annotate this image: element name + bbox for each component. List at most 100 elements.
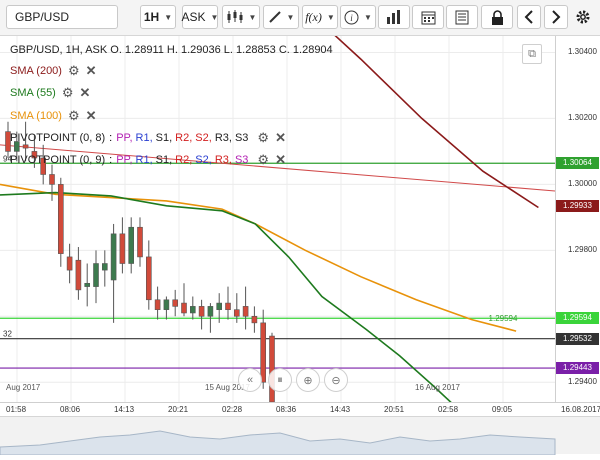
indicator-label: SMA (200) [10,65,62,77]
indicator-sma-55[interactable]: SMA (55) ⚙ ✕ [10,85,90,101]
price-type-caret-icon: ▼ [210,12,219,22]
chart-type-button[interactable]: ▼ [222,5,260,29]
symbol-selector[interactable]: GBP/USD [6,5,118,29]
close-icon[interactable]: ✕ [85,108,97,123]
candle-bearish [146,256,152,301]
x-tick-label: 08:06 [60,405,81,414]
pivot-separator: : [109,132,113,144]
pivot-item: S3 [234,154,249,166]
candle-bearish [181,302,187,314]
date-label: 16 Aug 2017 [415,383,460,392]
draw-tool-button[interactable]: ▼ [263,5,299,29]
candle-bearish [137,226,143,258]
price-tag: 1.29443 [556,362,599,375]
navigator-area [0,430,556,456]
date-label: Aug 2017 [6,383,41,392]
info-button[interactable]: i ▼ [340,5,376,29]
pause-icon: ⏸ [277,373,283,386]
pivot-label: PIVOTPOINT (0, 8) [10,132,106,144]
indicator-sma-200[interactable]: SMA (200) ⚙ ✕ [10,63,97,79]
ohlc-info: GBP/USD, 1H, ASK O. 1.28911 H. 1.29036 L… [10,44,333,56]
pivot-item: S2, [195,132,212,144]
pivot-item: R1, [135,132,153,144]
close-icon[interactable]: ✕ [275,130,286,145]
candle-bearish [234,309,240,317]
list-icon [455,10,469,24]
timeframe-caret-icon: ▼ [164,12,173,22]
level-inline-label: 1.29594 [489,314,518,323]
candle-bearish [260,322,267,383]
pivot-item: R3, [214,154,232,166]
zoom-in-button[interactable]: ⊕ [296,368,320,392]
zoom-in-icon: ⊕ [303,374,313,387]
gear-icon[interactable]: ⚙ [67,63,80,78]
gear-icon[interactable]: ⚙ [61,85,74,100]
close-icon[interactable]: ✕ [275,152,286,167]
close-icon[interactable]: ✕ [79,85,91,100]
candle-bullish [163,299,170,310]
chevron-left-icon [524,10,533,24]
candle-bearish [57,184,64,254]
time-axis[interactable]: 01:58 08:06 14:13 20:21 02:28 08:36 14:43 20:51… [0,402,600,416]
template-button[interactable] [446,5,478,29]
volume-button[interactable] [378,5,410,29]
expand-icon: ⧉ [528,47,536,60]
scroll-left-button[interactable]: « [238,368,262,392]
zoom-out-icon: ⊖ [331,374,341,387]
price-axis[interactable]: 1.304001.302001.300001.298001.296001.294… [555,36,600,402]
candle-bearish [49,174,55,185]
close-icon[interactable]: ✕ [85,63,97,78]
price-tag: 1.29532 [556,332,599,345]
zoom-out-button[interactable]: ⊖ [324,368,348,392]
sma-100-line [0,183,517,332]
chart-plot[interactable]: 94 32 1.29594 Aug 2017 15 Aug 2017 16 Aug 201… [0,36,555,402]
settings-button[interactable] [571,5,595,29]
candle-bearish [119,233,126,264]
price-type-selector[interactable]: ASK ▼ [182,5,218,29]
x-tick-label: 02:28 [222,405,243,414]
y-tick-label: 1.30200 [568,113,597,123]
y-tick-label: 1.29400 [568,377,597,387]
navigator[interactable] [0,416,600,456]
indicators-button[interactable]: f(x) ▼ [302,5,338,29]
symbol-label: GBP/USD [15,10,70,24]
candle-bearish [31,151,38,159]
candle-bullish [110,233,117,281]
next-button[interactable] [544,5,568,29]
indicator-pivot-1[interactable]: PIVOTPOINT (0, 8): PP, R1, S1, R2, S2, R3, S3 ⚙ ✕ [10,130,286,146]
gear-icon[interactable]: ⚙ [67,108,80,123]
prev-button[interactable] [517,5,541,29]
lock-button[interactable] [481,5,513,29]
expand-button[interactable]: ⧉ [522,44,542,64]
x-tick-label: 16.08.2017 [561,405,600,414]
x-tick-label: 09:05 [492,405,513,414]
calendar-icon [421,11,435,24]
x-tick-label: 14:13 [114,405,135,414]
pivot-item: R3, [214,132,232,144]
gear-icon[interactable]: ⚙ [257,130,270,145]
calendar-button[interactable] [412,5,444,29]
indicator-pivot-2[interactable]: PIVOTPOINT (0, 9): PP, R1, S1, R2, S2, R3, S3 ⚙ ✕ [10,152,286,168]
x-tick-label: 02:58 [438,405,459,414]
candle-bullish [216,302,222,310]
level-left-label: 94 [3,154,12,163]
sma-200-line [334,36,539,209]
x-tick-label: 01:58 [6,405,27,414]
candle-bearish [251,315,258,324]
pivot-item: PP, [116,154,133,166]
x-tick-label: 20:21 [168,405,189,414]
y-tick-label: 1.30000 [568,179,597,189]
candle-bearish [66,256,73,271]
pivot-item: S1, [155,132,173,144]
timeframe-selector[interactable]: 1H ▼ [140,5,176,29]
indicator-sma-100[interactable]: SMA (100) ⚙ ✕ [10,108,97,124]
y-tick-label: 1.30400 [568,47,597,57]
candle-bearish [154,299,161,310]
svg-text:i: i [350,13,353,23]
lock-icon [491,9,503,25]
fx-label: f(x) [305,9,322,24]
pause-button[interactable]: ⏸ [268,368,292,392]
candle-bullish [190,306,196,314]
level-left-label: 32 [3,330,12,339]
gear-icon[interactable]: ⚙ [257,152,270,167]
